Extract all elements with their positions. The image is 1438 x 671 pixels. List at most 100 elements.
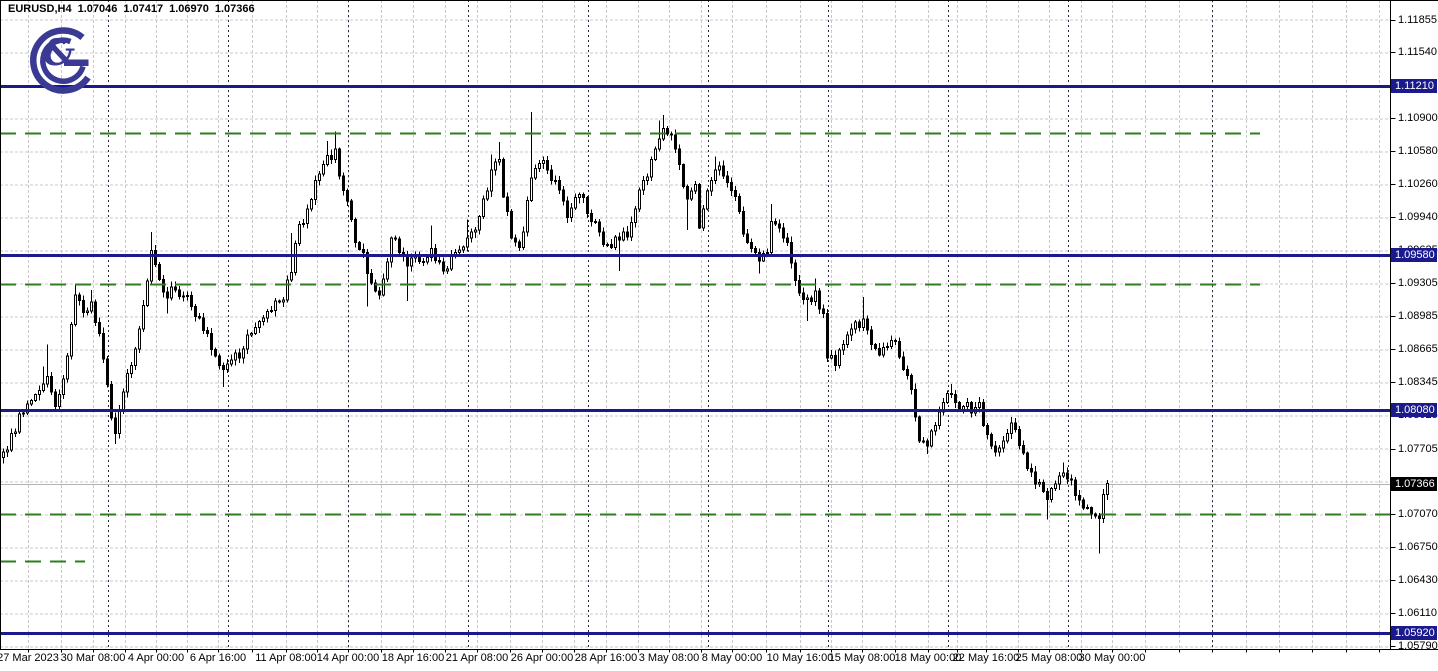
- time-tick-label: 30 May 00:00: [1078, 652, 1146, 664]
- bear-candle: [734, 190, 737, 197]
- bear-candle: [238, 352, 241, 359]
- bear-candle: [166, 291, 169, 299]
- bear-candle: [918, 416, 921, 442]
- bear-candle: [606, 243, 609, 246]
- bull-candle: [494, 161, 497, 171]
- bull-candle: [630, 221, 633, 238]
- bear-candle: [870, 329, 873, 346]
- high-value: 1.07417: [123, 3, 164, 15]
- bear-candle: [858, 321, 861, 328]
- bull-candle: [534, 168, 537, 179]
- bear-candle: [394, 237, 397, 240]
- bear-candle: [1098, 515, 1101, 519]
- bull-candle: [1062, 472, 1065, 477]
- bull-candle: [38, 390, 41, 396]
- bear-candle: [82, 299, 85, 314]
- bull-candle: [254, 326, 257, 334]
- bear-candle: [214, 349, 217, 357]
- bear-candle: [1078, 495, 1081, 501]
- bull-candle: [226, 363, 229, 370]
- bear-candle: [746, 233, 749, 243]
- bear-candle: [422, 260, 425, 263]
- bear-candle: [546, 160, 549, 171]
- bear-candle: [210, 332, 213, 351]
- bull-candle: [274, 300, 277, 312]
- bull-candle: [522, 231, 525, 248]
- time-tick-label: 26 Apr 00:00: [510, 652, 574, 664]
- bull-candle: [1002, 440, 1005, 449]
- bull-candle: [314, 179, 317, 200]
- bull-candle: [46, 376, 49, 385]
- bear-candle: [502, 159, 505, 198]
- bull-candle: [462, 246, 465, 251]
- bull-candle: [530, 177, 533, 201]
- price-tick-label: 1.08345: [1398, 376, 1438, 389]
- bear-candle: [742, 210, 745, 235]
- bear-candle: [1070, 478, 1073, 481]
- bear-candle: [1046, 490, 1049, 501]
- bull-candle: [230, 359, 233, 365]
- bull-candle: [490, 169, 493, 192]
- bear-candle: [358, 241, 361, 250]
- bull-candle: [938, 411, 941, 426]
- bull-candle: [930, 430, 933, 447]
- bull-candle: [714, 169, 717, 181]
- bear-candle: [798, 280, 801, 294]
- bull-candle: [646, 176, 649, 181]
- candles: [2, 112, 1109, 554]
- bear-candle: [674, 134, 677, 150]
- time-tick-label: 3 May 08:00: [638, 652, 700, 664]
- bull-candle: [10, 433, 13, 451]
- bull-candle: [1086, 507, 1089, 510]
- price-tick-label: 1.09940: [1398, 211, 1438, 224]
- bear-candle: [678, 148, 681, 166]
- bull-candle: [474, 229, 477, 233]
- bear-candle: [794, 262, 797, 282]
- bear-candle: [218, 355, 221, 367]
- level-price-box: 1.11210: [1391, 79, 1437, 94]
- broker-logo-icon: &: [30, 27, 91, 94]
- bear-candle: [950, 393, 953, 396]
- price-tick-label: 1.08665: [1398, 343, 1438, 356]
- bull-candle: [134, 348, 137, 367]
- bear-candle: [990, 434, 993, 447]
- bear-candle: [374, 282, 377, 292]
- bear-candle: [562, 189, 565, 202]
- bear-candle: [954, 393, 957, 404]
- bull-candle: [710, 179, 713, 192]
- bear-candle: [834, 354, 837, 366]
- level-price-box: 1.05920: [1391, 626, 1437, 641]
- bull-candle: [554, 179, 557, 182]
- bear-candle: [338, 148, 341, 177]
- logo-ampersand: &: [43, 32, 76, 74]
- bull-candle: [286, 279, 289, 301]
- price-tick-label: 1.06430: [1398, 574, 1438, 587]
- bear-candle: [206, 330, 209, 334]
- bear-candle: [590, 212, 593, 223]
- bear-candle: [926, 440, 929, 447]
- bull-candle: [574, 196, 577, 209]
- bull-candle: [130, 365, 133, 375]
- bear-candle: [906, 369, 909, 377]
- bear-candle: [1026, 452, 1029, 470]
- bear-candle: [970, 402, 973, 414]
- bear-candle: [810, 297, 813, 303]
- bull-candle: [578, 194, 581, 198]
- bull-candle: [382, 278, 385, 296]
- bull-candle: [966, 402, 969, 408]
- bear-candle: [914, 388, 917, 418]
- bear-candle: [586, 196, 589, 214]
- bull-candle: [890, 339, 893, 348]
- bull-candle: [70, 324, 73, 357]
- bull-candle: [654, 148, 657, 161]
- ohlc-header: EURUSD,H4 1.07046 1.07417 1.06970 1.07366: [8, 3, 261, 15]
- bear-candle: [406, 255, 409, 267]
- bear-candle: [442, 261, 445, 272]
- bull-candle: [1054, 483, 1057, 490]
- bear-candle: [790, 241, 793, 264]
- bull-candle: [886, 346, 889, 349]
- bull-candle: [538, 163, 541, 170]
- bull-candle: [806, 297, 809, 300]
